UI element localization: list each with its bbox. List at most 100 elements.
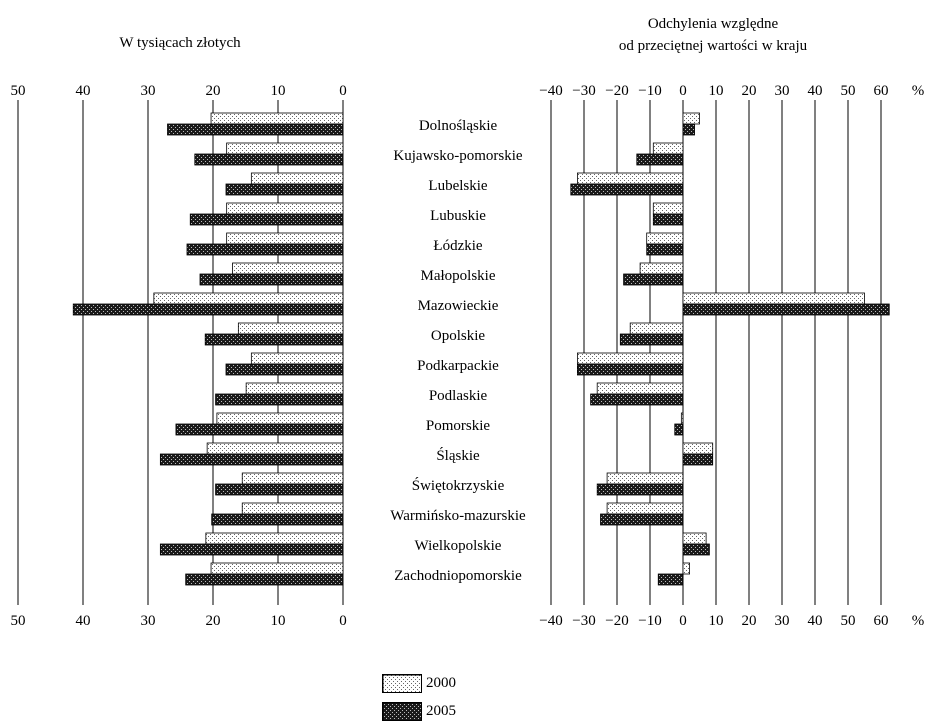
- left-bar-2005: [211, 513, 344, 526]
- left-bar-2005: [215, 393, 344, 406]
- left-bar-2005: [204, 333, 344, 346]
- right-bar-2000: [682, 442, 714, 455]
- right-bar-2005: [646, 243, 684, 256]
- left-bar-2000: [245, 382, 344, 395]
- right-bar-2000: [682, 532, 707, 545]
- right-tick-label-top: 0: [679, 83, 687, 99]
- left-bar-2005: [72, 303, 344, 316]
- right-bar-2000: [682, 292, 865, 305]
- right-unit-label-bottom: %: [912, 613, 925, 629]
- right-tick-label-top: −10: [638, 83, 661, 99]
- right-tick-label-bottom: 60: [874, 613, 889, 629]
- region-label: Podkarpackie: [417, 358, 499, 374]
- left-bar-2000: [226, 202, 344, 215]
- legend: 2000 2005: [382, 672, 456, 728]
- left-chart-title: W tysiącach złotych: [119, 35, 241, 51]
- left-bar-2005: [225, 363, 344, 376]
- right-tick-label-bottom: 30: [775, 613, 790, 629]
- region-labels: Dolnośląskie Kujawsko-pomorskie Lubelskie L…: [390, 118, 526, 584]
- right-bar-2005: [657, 573, 684, 586]
- left-tick-label-bottom: 50: [11, 613, 26, 629]
- left-bar-2000: [250, 352, 344, 365]
- left-bar-2005: [159, 543, 344, 556]
- left-bar-2000: [210, 562, 344, 575]
- right-tick-label-top: 30: [775, 83, 790, 99]
- legend-swatch-2000: [382, 673, 422, 693]
- right-bar-2000: [577, 352, 684, 365]
- left-tick-label-bottom: 40: [76, 613, 91, 629]
- right-tick-label-bottom: 40: [808, 613, 823, 629]
- right-tick-label-bottom: 20: [742, 613, 757, 629]
- left-tick-label-top: 0: [339, 83, 347, 99]
- left-tick-label-bottom: 0: [339, 613, 347, 629]
- region-label: Łódzkie: [433, 238, 482, 254]
- right-bar-2000: [577, 172, 684, 185]
- right-tick-label-bottom: 0: [679, 613, 687, 629]
- region-label: Lubuskie: [430, 208, 486, 224]
- right-tick-label-top: 10: [709, 83, 724, 99]
- region-label: Lubelskie: [428, 178, 487, 194]
- right-tick-label-bottom: 50: [841, 613, 856, 629]
- right-bar-2000: [652, 202, 684, 215]
- right-tick-label-top: 20: [742, 83, 757, 99]
- left-bar-2000: [241, 502, 344, 515]
- left-tick-label-top: 10: [271, 83, 286, 99]
- left-bar-2000: [237, 322, 344, 335]
- right-bar-2000: [606, 502, 684, 515]
- left-bar-2005: [189, 213, 344, 226]
- right-unit-label-top: %: [912, 83, 925, 99]
- right-tick-label-bottom: −10: [638, 613, 661, 629]
- right-bar-2000: [629, 322, 684, 335]
- left-tick-label-bottom: 30: [141, 613, 156, 629]
- left-bar-2000: [226, 232, 344, 245]
- left-bar-2005: [185, 573, 344, 586]
- right-chart-title-line-1: Odchylenia względne: [648, 16, 779, 32]
- right-bars: [570, 112, 890, 586]
- region-label: Dolnośląskie: [419, 118, 498, 134]
- left-tick-label-bottom: 10: [271, 613, 286, 629]
- right-chart-title-line-2: od przeciętnej wartości w kraju: [619, 38, 808, 54]
- right-bar-2005: [682, 303, 890, 316]
- right-bar-2005: [590, 393, 684, 406]
- left-bar-2000: [153, 292, 344, 305]
- region-label: Opolskie: [431, 328, 486, 344]
- right-tick-labels: −40 −40 −30 −30 −20 −20 −10 −10 0 0 10 10 20 20 30 30 40…: [539, 83, 924, 629]
- region-label: Małopolskie: [421, 268, 496, 284]
- left-bar-2000: [232, 262, 344, 275]
- right-bar-2000: [652, 142, 684, 155]
- left-bar-2000: [216, 412, 344, 425]
- left-bar-2005: [194, 153, 344, 166]
- left-tick-label-bottom: 20: [206, 613, 221, 629]
- right-tick-label-top: 60: [874, 83, 889, 99]
- right-tick-label-bottom: 10: [709, 613, 724, 629]
- right-bar-2000: [680, 412, 684, 425]
- left-tick-label-top: 40: [76, 83, 91, 99]
- right-tick-label-bottom: −20: [605, 613, 628, 629]
- left-bar-2005: [225, 183, 344, 196]
- right-bar-2005: [623, 273, 684, 286]
- right-bar-2005: [619, 333, 684, 346]
- left-bar-2005: [167, 123, 344, 136]
- left-bar-2000: [250, 172, 344, 185]
- right-bar-2005: [652, 213, 684, 226]
- right-bar-2005: [600, 513, 684, 526]
- right-bar-2005: [674, 423, 684, 436]
- region-label: Śląskie: [436, 447, 480, 464]
- left-bar-2000: [210, 112, 344, 125]
- left-bar-2000: [205, 532, 344, 545]
- region-label: Pomorskie: [426, 418, 491, 434]
- right-tick-label-bottom: −40: [539, 613, 562, 629]
- region-label: Kujawsko-pomorskie: [393, 148, 522, 164]
- right-tick-label-top: −40: [539, 83, 562, 99]
- left-bars: [72, 112, 344, 586]
- right-tick-label-bottom: −30: [572, 613, 595, 629]
- legend-item-2005: 2005: [382, 700, 456, 722]
- left-bar-2000: [241, 472, 344, 485]
- right-tick-label-top: 50: [841, 83, 856, 99]
- left-bar-2005: [186, 243, 344, 256]
- right-bar-2005: [682, 453, 714, 466]
- legend-item-2000: 2000: [382, 672, 456, 694]
- left-tick-label-top: 20: [206, 83, 221, 99]
- left-tick-labels: 50 50 40 40 30 30 20 20 10 10 0 0: [11, 83, 347, 629]
- left-bar-2005: [199, 273, 344, 286]
